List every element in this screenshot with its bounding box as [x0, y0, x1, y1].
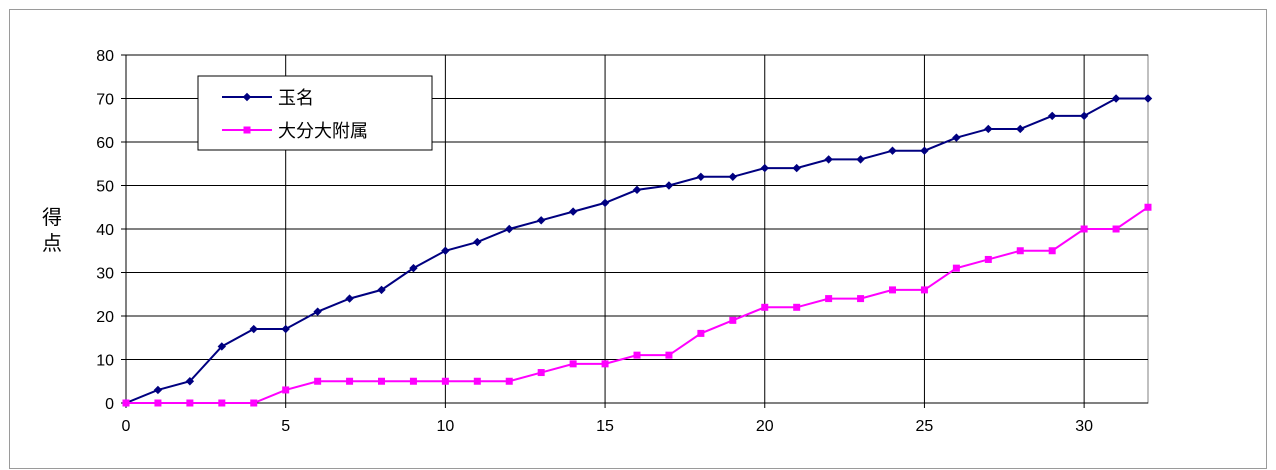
data-point	[1143, 94, 1153, 103]
data-point	[154, 399, 162, 407]
data-point	[505, 377, 513, 385]
y-tick-label: 50	[96, 179, 114, 196]
data-point	[346, 377, 354, 385]
data-point	[825, 295, 833, 303]
data-point	[314, 377, 322, 385]
data-point	[568, 207, 578, 216]
data-point	[249, 324, 258, 334]
data-point	[1016, 247, 1024, 255]
y-tick-label: 10	[96, 353, 114, 370]
data-point	[792, 163, 801, 173]
y-tick-label: 70	[96, 92, 114, 109]
data-point	[345, 294, 354, 303]
data-point	[537, 369, 545, 377]
data-point	[793, 303, 801, 311]
legend-label: 玉名	[278, 88, 314, 109]
y-tick-label: 30	[96, 266, 114, 283]
legend-marker	[242, 92, 252, 102]
x-tick-label: 0	[122, 418, 131, 435]
x-tick-label: 10	[436, 418, 454, 435]
data-point	[441, 377, 449, 385]
data-point	[250, 399, 258, 407]
data-point	[601, 360, 609, 368]
y-tick-label: 80	[96, 48, 114, 65]
data-point	[984, 124, 993, 134]
data-point	[282, 386, 290, 394]
data-point	[984, 255, 992, 263]
data-point	[313, 307, 322, 316]
data-point	[1144, 203, 1152, 211]
data-point	[281, 324, 290, 334]
data-point	[856, 155, 865, 164]
x-tick-label: 15	[596, 418, 614, 435]
data-point	[409, 377, 417, 385]
data-point	[600, 198, 610, 208]
data-point	[218, 399, 226, 407]
data-point	[952, 133, 961, 142]
data-point	[185, 377, 195, 386]
data-point	[186, 399, 194, 407]
data-point	[1080, 225, 1088, 233]
data-point	[536, 216, 546, 225]
data-point	[632, 185, 642, 195]
data-point	[409, 263, 418, 273]
y-tick-label: 40	[96, 222, 114, 239]
data-point	[920, 286, 928, 294]
data-point	[122, 399, 130, 407]
data-point	[505, 224, 514, 234]
legend-box	[197, 75, 433, 151]
data-point	[569, 360, 577, 368]
legend-marker	[243, 126, 251, 134]
data-point	[1079, 111, 1089, 121]
data-point	[952, 264, 960, 272]
data-point	[664, 181, 674, 190]
y-tick-label: 20	[96, 309, 114, 326]
y-tick-label: 0	[105, 396, 114, 413]
data-point	[153, 385, 163, 395]
data-point	[378, 377, 385, 385]
data-point	[889, 286, 896, 294]
data-point	[473, 377, 481, 385]
data-point	[729, 316, 737, 324]
y-axis-label: 得	[42, 205, 62, 229]
x-tick-label: 30	[1075, 418, 1093, 435]
chart-frame: 0 10 20 30 40 50 60 70 80 0 5 10 15 20 25 30 得点 玉名大分大附属	[9, 9, 1267, 469]
data-point	[1112, 225, 1120, 233]
y-tick-label: 60	[96, 135, 114, 152]
data-point	[441, 246, 450, 255]
data-point	[728, 172, 738, 182]
data-point	[761, 303, 769, 311]
data-point	[1047, 111, 1057, 121]
data-point	[920, 146, 929, 155]
x-tick-label: 25	[916, 418, 934, 435]
data-point	[824, 155, 833, 164]
data-point	[665, 351, 673, 359]
y-axis-label: 点	[42, 231, 62, 255]
x-tick-label: 5	[281, 418, 290, 435]
x-tick-label: 20	[756, 418, 774, 435]
data-point	[760, 163, 769, 173]
data-point	[217, 342, 227, 351]
data-point	[633, 351, 641, 359]
data-point	[1016, 124, 1025, 134]
data-point	[1048, 247, 1056, 255]
data-point	[696, 172, 706, 182]
data-point	[888, 146, 897, 155]
data-point	[473, 237, 482, 247]
data-point	[1111, 94, 1121, 103]
data-point	[857, 295, 865, 303]
data-point	[377, 285, 386, 295]
legend-label: 大分大附属	[278, 121, 368, 142]
data-point	[697, 329, 705, 337]
